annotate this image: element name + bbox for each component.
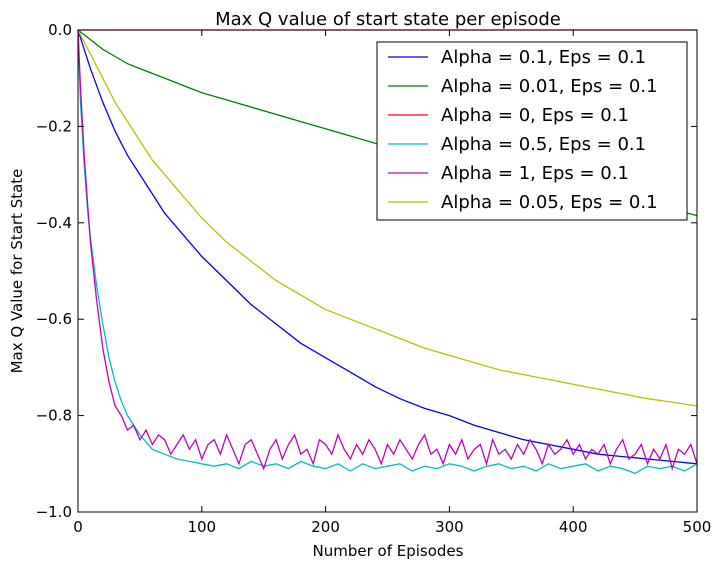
- series-line-1: [77, 29, 698, 465]
- chart-title: Max Q value of start state per episode: [215, 9, 561, 30]
- x-axis-ticks: 0 100 200 300 400 500: [73, 30, 711, 536]
- y-axis-label: Max Q Value for Start State: [8, 169, 26, 374]
- legend-label-2: Alpha = 0.01, Eps = 0.1: [441, 76, 658, 97]
- series-line-4: [77, 29, 698, 475]
- x-tick-label: 200: [311, 518, 340, 536]
- x-axis-label: Number of Episodes: [313, 542, 464, 560]
- y-tick-label: −0.2: [36, 117, 72, 135]
- legend-items: Alpha = 0.1, Eps = 0.1 Alpha = 0.01, Eps …: [388, 47, 658, 213]
- legend-label-4: Alpha = 0.5, Eps = 0.1: [441, 134, 646, 155]
- x-tick-label: 100: [187, 518, 216, 536]
- y-tick-label: 0.0: [48, 21, 72, 39]
- plot-area: 0 100 200 300 400 500 0.0 −0.2 −0.4 −0.6 −0.8 −1.0: [36, 21, 712, 536]
- x-tick-label: 500: [683, 518, 712, 536]
- x-tick-label: 0: [73, 518, 83, 536]
- y-tick-label: −1.0: [36, 503, 72, 521]
- y-tick-label: −0.6: [36, 310, 72, 328]
- series-line-6: [77, 29, 698, 407]
- series-line-5: [77, 29, 698, 471]
- x-tick-label: 300: [435, 518, 464, 536]
- legend-label-1: Alpha = 0.1, Eps = 0.1: [441, 47, 646, 68]
- y-tick-label: −0.8: [36, 407, 72, 425]
- y-axis-ticks: 0.0 −0.2 −0.4 −0.6 −0.8 −1.0: [36, 21, 697, 521]
- x-tick-label: 400: [559, 518, 588, 536]
- legend-label-3: Alpha = 0, Eps = 0.1: [441, 105, 629, 126]
- legend-box: [376, 41, 688, 221]
- legend-label-5: Alpha = 1, Eps = 0.1: [441, 163, 629, 184]
- y-tick-label: −0.4: [36, 214, 72, 232]
- plot-frame: [77, 29, 698, 513]
- legend-label-6: Alpha = 0.05, Eps = 0.1: [441, 192, 658, 213]
- legend: Alpha = 0.1, Eps = 0.1 Alpha = 0.01, Eps …: [376, 41, 688, 221]
